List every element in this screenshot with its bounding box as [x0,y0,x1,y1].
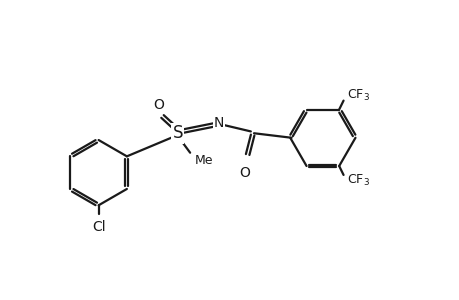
Text: N: N [213,116,224,130]
Text: S: S [172,124,183,142]
Text: CF$_3$: CF$_3$ [347,88,369,103]
Text: CF$_3$: CF$_3$ [347,173,369,188]
Text: Me: Me [194,154,213,167]
Text: Cl: Cl [92,220,105,234]
Text: O: O [153,98,164,112]
Text: O: O [239,166,250,180]
